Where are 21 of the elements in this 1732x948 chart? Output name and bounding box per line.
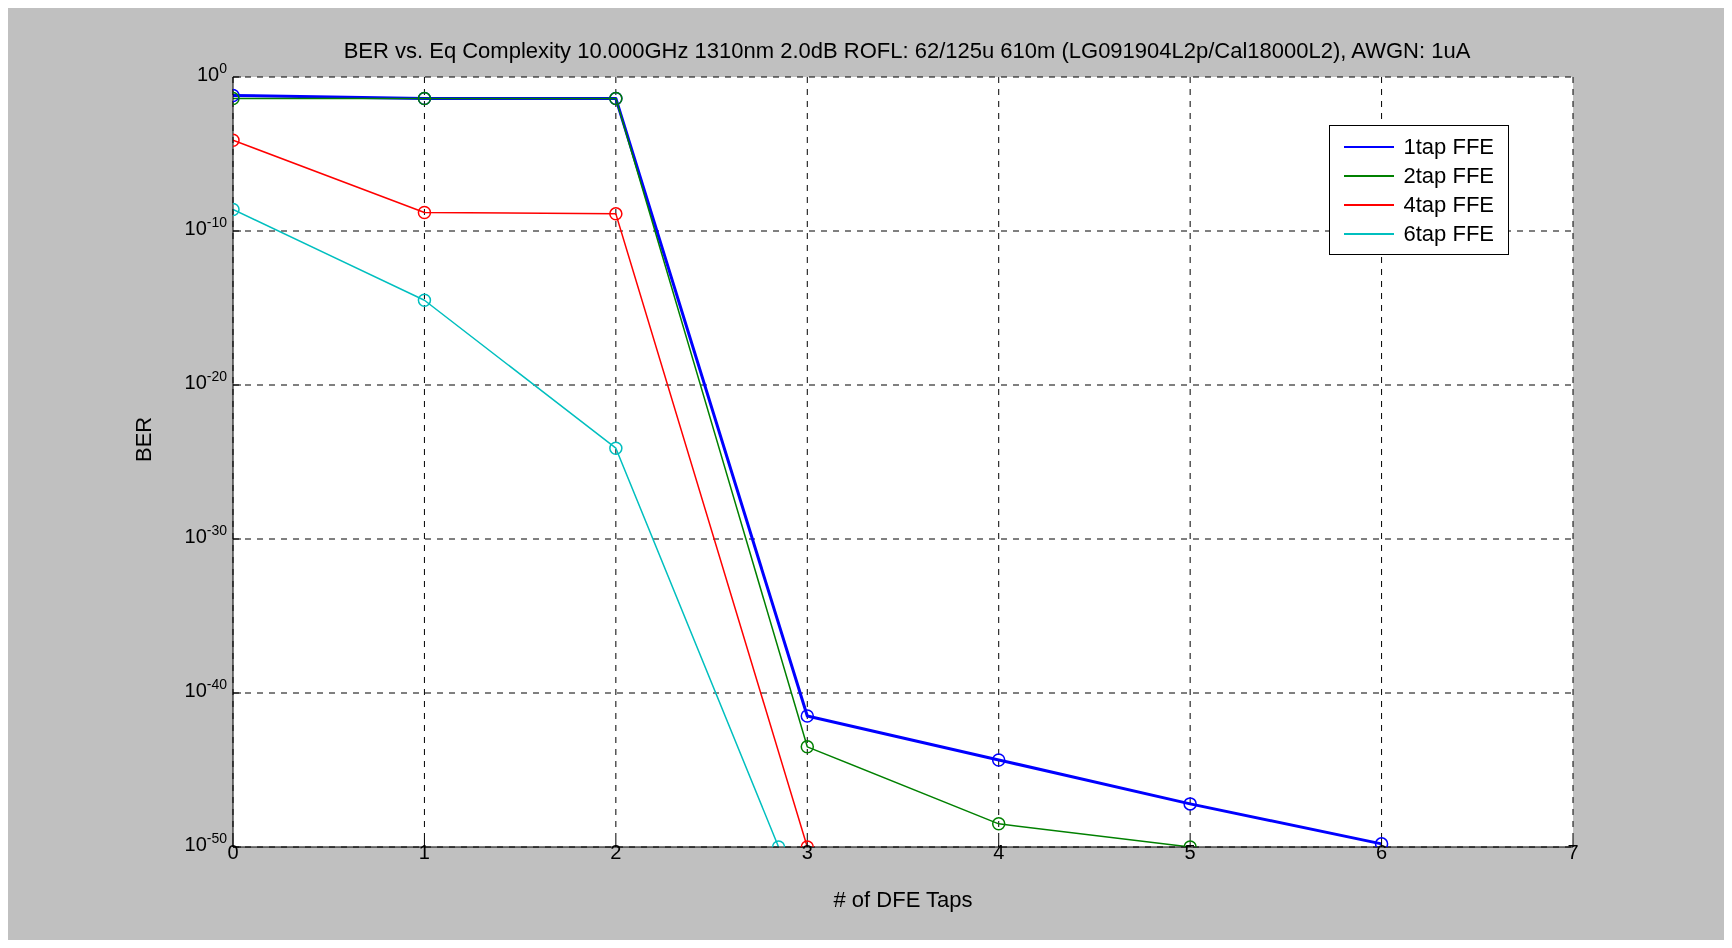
legend-label: 4tap FFE <box>1403 191 1494 218</box>
x-axis-title: # of DFE Taps <box>833 887 973 912</box>
x-tick-label: 0 <box>227 841 239 863</box>
y-tick-label: 10$^{-20}$ <box>184 368 228 393</box>
y-tick-label: 10$^{0}$ <box>196 60 228 85</box>
y-tick-label: 10$^{-40}$ <box>184 676 228 701</box>
chart-title: BER vs. Eq Complexity 10.000GHz 1310nm 2.0dB ROFL: 62/125u 610m (LG091904L2p/Cal18000L2), AWGN: 1uA <box>342 38 1472 64</box>
y-tick-label: 10$^{-30}$ <box>184 522 228 547</box>
x-tick-label: 6 <box>1376 841 1388 863</box>
x-tick-label: 5 <box>1184 841 1196 863</box>
x-tick-label: 1 <box>418 841 430 863</box>
legend-label: 6tap FFE <box>1403 220 1494 247</box>
legend-label: 2tap FFE <box>1403 162 1494 189</box>
y-tick-label: 10$^{-10}$ <box>184 214 228 239</box>
x-tick-label: 4 <box>993 841 1005 863</box>
legend-label: 1tap FFE <box>1403 133 1494 160</box>
x-tick-label: 2 <box>610 841 622 863</box>
x-tick-label: 3 <box>801 841 813 863</box>
y-axis-title: BER <box>130 416 156 462</box>
y-tick-label: 10$^{-50}$ <box>184 830 228 855</box>
x-tick-label: 7 <box>1567 841 1579 863</box>
